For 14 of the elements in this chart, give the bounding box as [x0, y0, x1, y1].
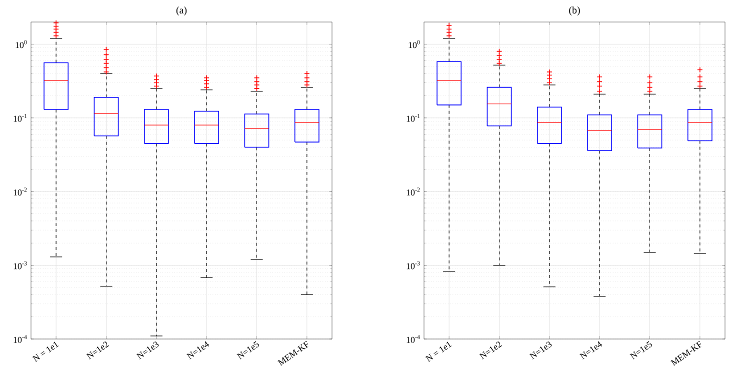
y-tick-label: 10$^{-3}$ [14, 261, 27, 270]
y-tick-label: 10$^{0}$ [16, 40, 27, 48]
y-tick-label: 10$^{-2}$ [406, 188, 420, 196]
chart-title: (b) [569, 6, 580, 16]
chart-title: (a) [176, 6, 187, 16]
y-tick-label: 10$^{0}$ [408, 40, 420, 48]
y-tick-label: 10$^{-4}$ [14, 335, 27, 343]
y-tick-label: 10$^{-4}$ [406, 335, 420, 343]
y-tick-label: 10$^{-3}$ [406, 261, 420, 270]
y-tick-label: 10$^{-2}$ [14, 188, 27, 196]
y-tick-label: 10$^{-1}$ [14, 114, 27, 122]
x-tick-label: N = 1e1 [425, 342, 452, 362]
y-tick-label: 10$^{-1}$ [406, 114, 420, 122]
x-tick-label: N = 1e1 [32, 342, 59, 362]
